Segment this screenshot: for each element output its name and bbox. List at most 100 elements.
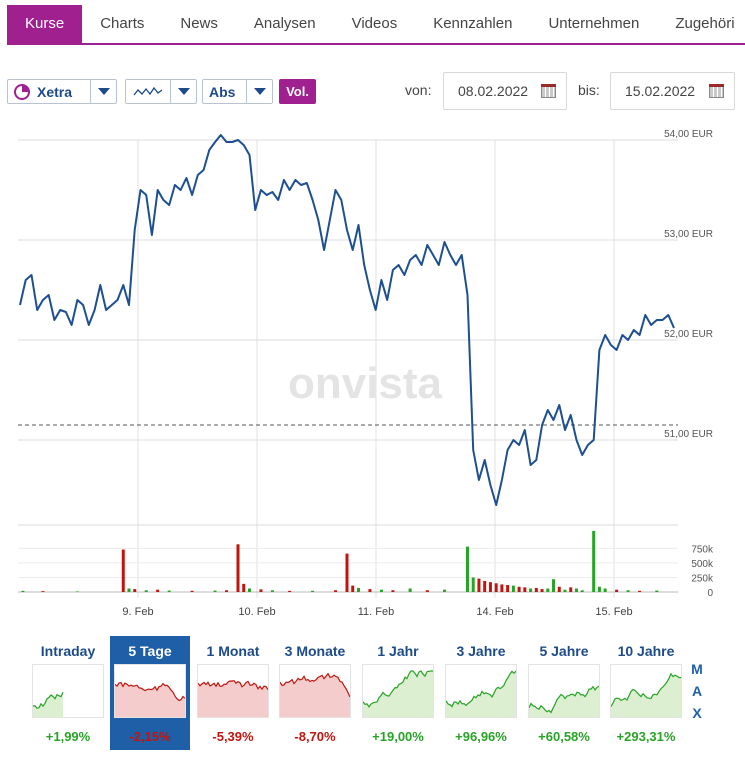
chevron-down-icon[interactable] — [246, 80, 272, 103]
volume-bar — [511, 585, 515, 592]
period-card[interactable]: 1 Monat -5,39% — [193, 636, 273, 750]
volume-tick-label: 250k — [691, 573, 714, 584]
volume-bar — [379, 589, 383, 592]
tab-analysen[interactable]: Analysen — [253, 15, 316, 32]
exchange-icon — [14, 83, 30, 100]
volume-bar — [391, 590, 395, 592]
volume-bar — [133, 589, 137, 592]
period-change: +1,99% — [45, 729, 91, 744]
volume-bar — [563, 589, 567, 592]
volume-bar — [471, 577, 475, 592]
tab-videos[interactable]: Videos — [351, 15, 398, 32]
max-period-button[interactable]: M A X — [686, 658, 708, 724]
max-letter: M — [691, 661, 703, 677]
scale-select[interactable]: Abs — [202, 79, 273, 104]
volume-bar — [225, 590, 229, 592]
period-sparkline — [197, 664, 269, 718]
volume-bar — [443, 589, 447, 592]
chart-type-select[interactable] — [125, 79, 197, 104]
from-date-field[interactable]: 08.02.2022 — [443, 72, 567, 110]
y-tick-label: 51,00 EUR — [664, 429, 713, 440]
from-date-value: 08.02.2022 — [458, 83, 529, 99]
scale-label: Abs — [209, 83, 236, 100]
period-card[interactable]: 5 Tage -2,15% — [110, 636, 190, 750]
period-card[interactable]: 10 Jahre +293,31% — [606, 636, 686, 750]
volume-bar — [655, 590, 659, 592]
to-label: bis: — [578, 82, 600, 98]
period-card[interactable]: 3 Monate -8,70% — [275, 636, 355, 750]
from-label: von: — [405, 82, 432, 98]
period-change: -5,39% — [212, 729, 254, 744]
volume-bar — [259, 589, 263, 592]
watermark: onvista — [288, 359, 443, 408]
volume-bar — [615, 589, 619, 592]
volume-bar — [247, 588, 251, 592]
period-card[interactable]: 3 Jahre +96,96% — [441, 636, 521, 750]
tab-kurse[interactable]: Kurse — [7, 5, 83, 43]
period-label: 1 Jahr — [377, 643, 419, 659]
chart-grid — [18, 139, 678, 598]
tab-charts[interactable]: Charts — [100, 15, 145, 32]
period-change: +60,58% — [538, 729, 590, 744]
volume-axis: 750k 500k 250k 0 — [691, 544, 714, 599]
calendar-icon[interactable] — [541, 84, 556, 98]
volume-bar — [517, 586, 521, 592]
volume-bar — [127, 588, 131, 592]
volume-bar — [156, 589, 160, 592]
volume-bar — [270, 590, 274, 592]
period-change: +19,00% — [372, 729, 424, 744]
volume-bar — [121, 549, 125, 592]
volume-bars — [21, 530, 659, 592]
to-date-field[interactable]: 15.02.2022 — [610, 72, 735, 110]
period-card[interactable]: 1 Jahr +19,00% — [358, 636, 438, 750]
chart-toolbar: Xetra Abs Vol. von: 08.02.2022 bis: 15.0… — [0, 72, 745, 110]
volume-tick-label: 500k — [691, 559, 714, 570]
period-change: +293,31% — [616, 729, 676, 744]
y-tick-label: 53,00 EUR — [664, 229, 713, 240]
period-sparkline — [32, 664, 104, 718]
x-tick-label: 14. Feb — [476, 606, 513, 618]
volume-bar — [494, 583, 498, 592]
y-tick-label: 54,00 EUR — [664, 130, 713, 140]
volume-bar — [368, 589, 372, 592]
chevron-down-icon[interactable] — [170, 80, 196, 103]
period-sparkline — [445, 664, 517, 718]
volume-bar — [523, 587, 527, 592]
volume-bar — [345, 553, 349, 592]
tab-news[interactable]: News — [180, 15, 218, 32]
volume-bar — [597, 586, 601, 592]
period-label: 5 Tage — [128, 643, 172, 659]
volume-bar — [506, 585, 510, 592]
volume-bar — [638, 590, 642, 592]
tab-kennzahlen[interactable]: Kennzahlen — [433, 15, 513, 32]
volume-bar — [574, 588, 578, 592]
volume-bar — [351, 585, 355, 592]
exchange-select[interactable]: Xetra — [7, 79, 117, 104]
y-axis: 54,00 EUR 53,00 EUR 52,00 EUR 51,00 EUR — [664, 130, 713, 440]
volume-bar — [500, 584, 504, 592]
volume-bar — [603, 588, 607, 592]
volume-bar — [213, 590, 217, 592]
volume-bar — [465, 546, 469, 592]
volume-bar — [311, 590, 315, 592]
price-chart[interactable]: onvista 54,00 EUR 53,00 EUR 52,00 EUR 51,00… — [0, 130, 745, 620]
chevron-down-icon[interactable] — [90, 80, 116, 103]
volume-bar — [552, 579, 556, 592]
period-card[interactable]: Intraday +1,99% — [28, 636, 108, 750]
volume-toggle-button[interactable]: Vol. — [279, 79, 316, 104]
period-sparkline — [114, 664, 186, 718]
volume-bar — [41, 591, 45, 592]
period-card[interactable]: 5 Jahre +60,58% — [524, 636, 604, 750]
volume-bar — [569, 587, 573, 592]
volume-bar — [356, 587, 360, 592]
volume-bar — [167, 590, 171, 592]
tab-unternehmen[interactable]: Unternehmen — [548, 15, 640, 32]
volume-bar — [477, 578, 481, 592]
tab-zugeh-ri[interactable]: Zugehöri — [675, 15, 735, 32]
period-label: 5 Jahre — [539, 643, 589, 659]
calendar-icon[interactable] — [709, 84, 724, 98]
period-sparkline — [528, 664, 600, 718]
volume-bar — [288, 590, 292, 592]
volume-bar — [75, 591, 79, 592]
period-selector: M A X Intraday +1,99% 5 Tage -2,15% 1 Monat -… — [0, 636, 745, 754]
